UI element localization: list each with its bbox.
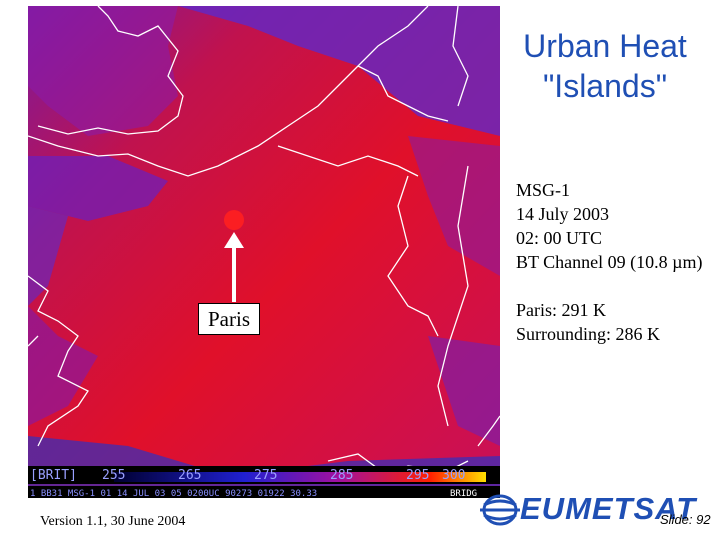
info-strip-right: BRIDG (450, 489, 477, 498)
satellite-name: MSG-1 (516, 180, 571, 200)
logo-text: EUMETSAT (520, 491, 697, 526)
colorbar (114, 472, 486, 482)
colorbar-tick: 265 (178, 468, 201, 483)
channel-info: BT Channel 09 (10.8 µm) (516, 252, 703, 272)
colorbar-tick: 255 (102, 468, 125, 483)
image-details: MSG-1 14 July 2003 02: 00 UTC BT Channel… (516, 178, 703, 274)
colorbar-tick: 285 (330, 468, 353, 483)
temperature-details: Paris: 291 K Surrounding: 286 K (516, 298, 660, 346)
surrounding-temperature: Surrounding: 286 K (516, 324, 660, 344)
colorbar-tick: 300 (442, 468, 465, 483)
info-strip: 1 BB31 MSG-1 01 14 JUL 03 05 0200UC 9027… (30, 489, 317, 498)
globe-icon (480, 494, 520, 526)
colorbar-tick: 275 (254, 468, 277, 483)
eumetsat-logo: EUMETSAT (478, 489, 695, 529)
colorbar-label: [BRIT] (30, 468, 77, 483)
paris-label: Paris (198, 303, 260, 335)
satellite-image: [BRIT] 255 265 275 285 295 300 1 BB31 MS… (28, 6, 500, 498)
slide-title: Urban Heat "Islands" (523, 28, 687, 104)
image-time: 02: 00 UTC (516, 228, 603, 248)
colorbar-tick: 295 (406, 468, 429, 483)
paris-temperature: Paris: 291 K (516, 300, 606, 320)
image-date: 14 July 2003 (516, 204, 610, 224)
version-text: Version 1.1, 30 June 2004 (40, 514, 186, 529)
slide-number: Slide: 92 (660, 512, 711, 527)
